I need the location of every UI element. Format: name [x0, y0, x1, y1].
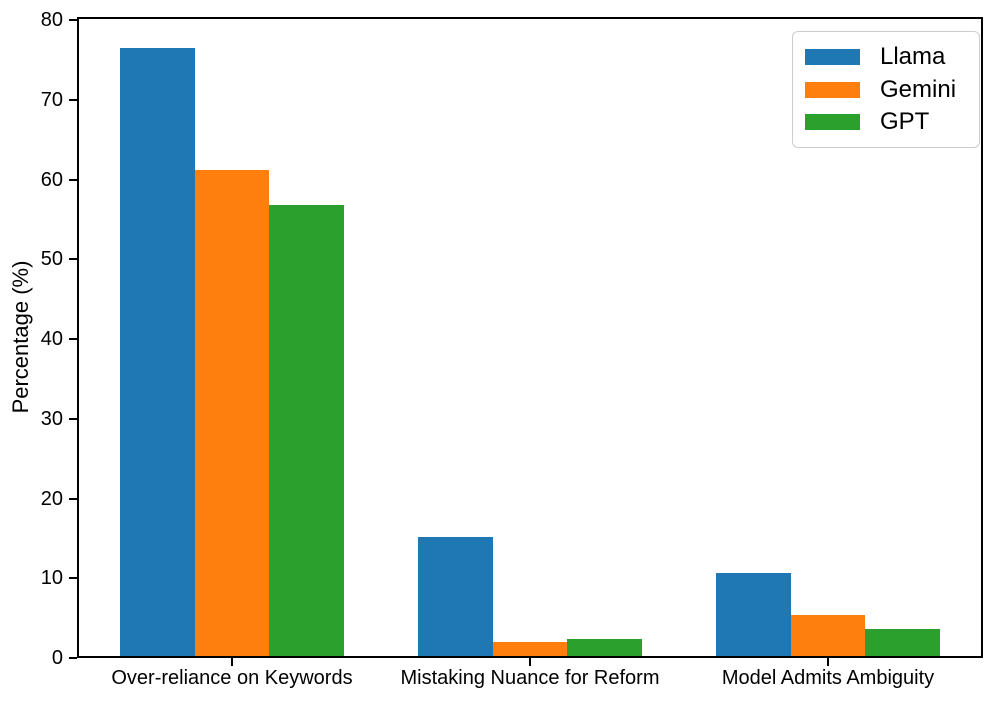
y-tick-mark-20 [69, 497, 77, 500]
legend-label-gemini: Gemini [880, 75, 957, 103]
legend-label-gpt: GPT [880, 108, 930, 136]
y-tick-label-50: 50 [40, 248, 63, 271]
x-tick-label-1: Mistaking Nuance for Reform [400, 667, 660, 689]
bar-gpt-1 [567, 638, 642, 658]
legend-swatch-gpt [805, 114, 860, 131]
bar-gemini-2 [790, 614, 866, 658]
x-tick-mark-1 [529, 658, 531, 666]
bar-gpt-2 [865, 629, 940, 658]
y-tick-label-40: 40 [40, 328, 63, 351]
y-tick-label-60: 60 [40, 168, 63, 191]
y-tick-label-80: 80 [40, 9, 63, 32]
legend-item-llama: Llama [805, 42, 967, 70]
bar-gemini-0 [194, 170, 270, 658]
y-tick-mark-40 [69, 338, 77, 341]
legend-label-llama: Llama [880, 42, 946, 70]
legend-item-gpt: GPT [805, 110, 967, 134]
y-tick-label-20: 20 [40, 487, 63, 510]
legend: Llama Gemini GPT [792, 31, 980, 148]
bar-llama-0 [120, 48, 195, 658]
y-tick-mark-70 [69, 98, 77, 101]
y-tick-mark-0 [69, 657, 77, 659]
bar-gpt-0 [269, 205, 344, 658]
x-tick-mark-2 [827, 658, 830, 666]
y-axis-label: Percentage (%) [8, 260, 33, 414]
bar-gemini-1 [492, 642, 568, 658]
legend-swatch-gemini [805, 81, 860, 98]
y-tick-label-70: 70 [40, 88, 63, 111]
legend-item-gemini: Gemini [805, 75, 967, 103]
y-tick-label-30: 30 [40, 407, 63, 430]
x-tick-mark-0 [230, 658, 233, 666]
y-tick-mark-50 [69, 258, 77, 261]
y-tick-mark-80 [69, 19, 77, 22]
x-tick-label-2: Model Admits Ambiguity [721, 667, 935, 689]
bar-llama-2 [716, 573, 791, 658]
bar-llama-1 [418, 536, 493, 658]
y-tick-label-10: 10 [40, 567, 63, 590]
y-tick-mark-60 [69, 178, 77, 181]
y-tick-mark-30 [69, 417, 77, 420]
legend-swatch-llama [805, 48, 860, 65]
y-tick-label-0: 0 [51, 647, 63, 669]
y-tick-mark-10 [69, 577, 77, 580]
x-tick-label-0: Over-reliance on Keywords [111, 667, 353, 689]
